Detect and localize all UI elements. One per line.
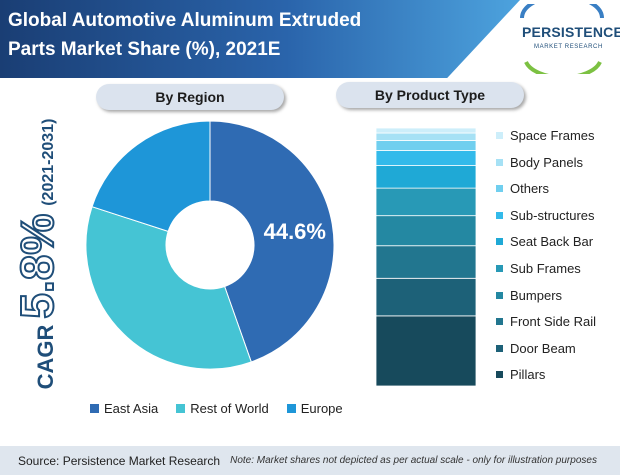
logo-icon — [520, 4, 604, 74]
legend-item-others: Others — [496, 181, 549, 196]
legend-label: Sub Frames — [510, 261, 581, 276]
segment-space-frames — [376, 128, 476, 134]
legend-swatch — [286, 404, 296, 413]
brand-logo: PERSISTENCE MARKET RESEARCH — [508, 4, 620, 74]
legend-item-door-beam: Door Beam — [496, 341, 576, 356]
cagr-callout: CAGR 5.8% (2021-2031) — [0, 94, 74, 414]
title-line-1: Global Automotive Aluminum Extruded — [8, 10, 362, 31]
legend-item-bumpers: Bumpers — [496, 288, 562, 303]
legend-label: East Asia — [104, 401, 159, 416]
slice-east-asia — [209, 120, 335, 363]
segment-seat-back-bar — [376, 165, 476, 189]
data-label-east-asia: 44.6% — [264, 219, 326, 244]
legend-label: Europe — [300, 401, 343, 416]
segment-door-beam — [376, 277, 476, 317]
legend-swatch — [496, 238, 503, 246]
footer-bar: Source: Persistence Market Research Note… — [0, 446, 620, 475]
legend-label: Pillars — [510, 367, 546, 383]
legend-swatch — [496, 344, 503, 352]
segment-others — [376, 140, 476, 151]
logo-tagline: MARKET RESEARCH — [534, 44, 603, 50]
legend-swatch — [496, 291, 503, 299]
region-legend: East Asia Rest of World Europe — [90, 401, 343, 416]
legend-swatch — [496, 371, 503, 379]
cagr-value: 5.8% — [10, 213, 64, 320]
legend-swatch — [496, 158, 503, 166]
legend-swatch — [90, 404, 99, 413]
legend-label: Front Side Rail — [510, 314, 596, 330]
product-stacked-bar — [376, 128, 476, 386]
legend-label: Sub-structures — [510, 207, 595, 223]
legend-item-seat-back-bar: Seat Back Bar — [496, 234, 593, 249]
logo-name: PERSISTENCE — [522, 24, 620, 40]
legend-item-sub-structures: Sub-structures — [496, 208, 595, 223]
title-line-2: Parts Market Share (%), 2021E — [8, 39, 281, 60]
legend-item-body-panels: Body Panels — [496, 155, 583, 170]
segment-sub-structures — [376, 150, 476, 166]
legend-label: Rest of World — [190, 401, 269, 416]
segment-front-side-rail — [376, 245, 476, 279]
region-panel-title: By Region — [96, 84, 284, 110]
region-donut-chart: 44.6% — [85, 120, 335, 370]
segment-pillars — [376, 315, 476, 386]
legend-item-space-frames: Space Frames — [496, 128, 595, 143]
legend-item-east-asia: East Asia — [90, 401, 158, 416]
legend-swatch — [496, 211, 503, 219]
segment-sub-frames — [376, 187, 476, 217]
legend-item-pillars: Pillars — [496, 367, 545, 382]
legend-label: Door Beam — [510, 340, 576, 356]
cagr-years: (2021-2031) — [40, 118, 57, 206]
segment-body-panels — [376, 132, 476, 141]
legend-swatch — [496, 132, 503, 139]
legend-swatch — [496, 265, 503, 272]
product-panel-title: By Product Type — [336, 82, 524, 108]
legend-label: Space Frames — [510, 128, 595, 143]
title-banner — [0, 0, 520, 78]
legend-label: Bumpers — [510, 287, 563, 303]
legend-item-sub-frames: Sub Frames — [496, 261, 581, 276]
source-text: Source: Persistence Market Research — [18, 453, 221, 468]
slice-rest-of-world — [85, 206, 252, 370]
cagr-label: CAGR — [33, 324, 58, 390]
legend-item-front-side-rail: Front Side Rail — [496, 314, 596, 329]
legend-label: Others — [510, 181, 550, 197]
legend-swatch — [496, 185, 503, 193]
footnote-text: Note: Market shares not depicted as per … — [230, 455, 597, 466]
legend-label: Seat Back Bar — [510, 234, 594, 250]
page-title: Global Automotive Aluminum Extruded Part… — [8, 6, 428, 64]
slice-europe — [91, 120, 211, 233]
legend-item-rest-of-world: Rest of World — [176, 401, 269, 416]
legend-label: Body Panels — [510, 154, 583, 170]
legend-item-europe: Europe — [286, 401, 343, 416]
legend-swatch — [496, 318, 503, 326]
segment-bumpers — [376, 215, 476, 247]
legend-swatch — [176, 404, 186, 413]
